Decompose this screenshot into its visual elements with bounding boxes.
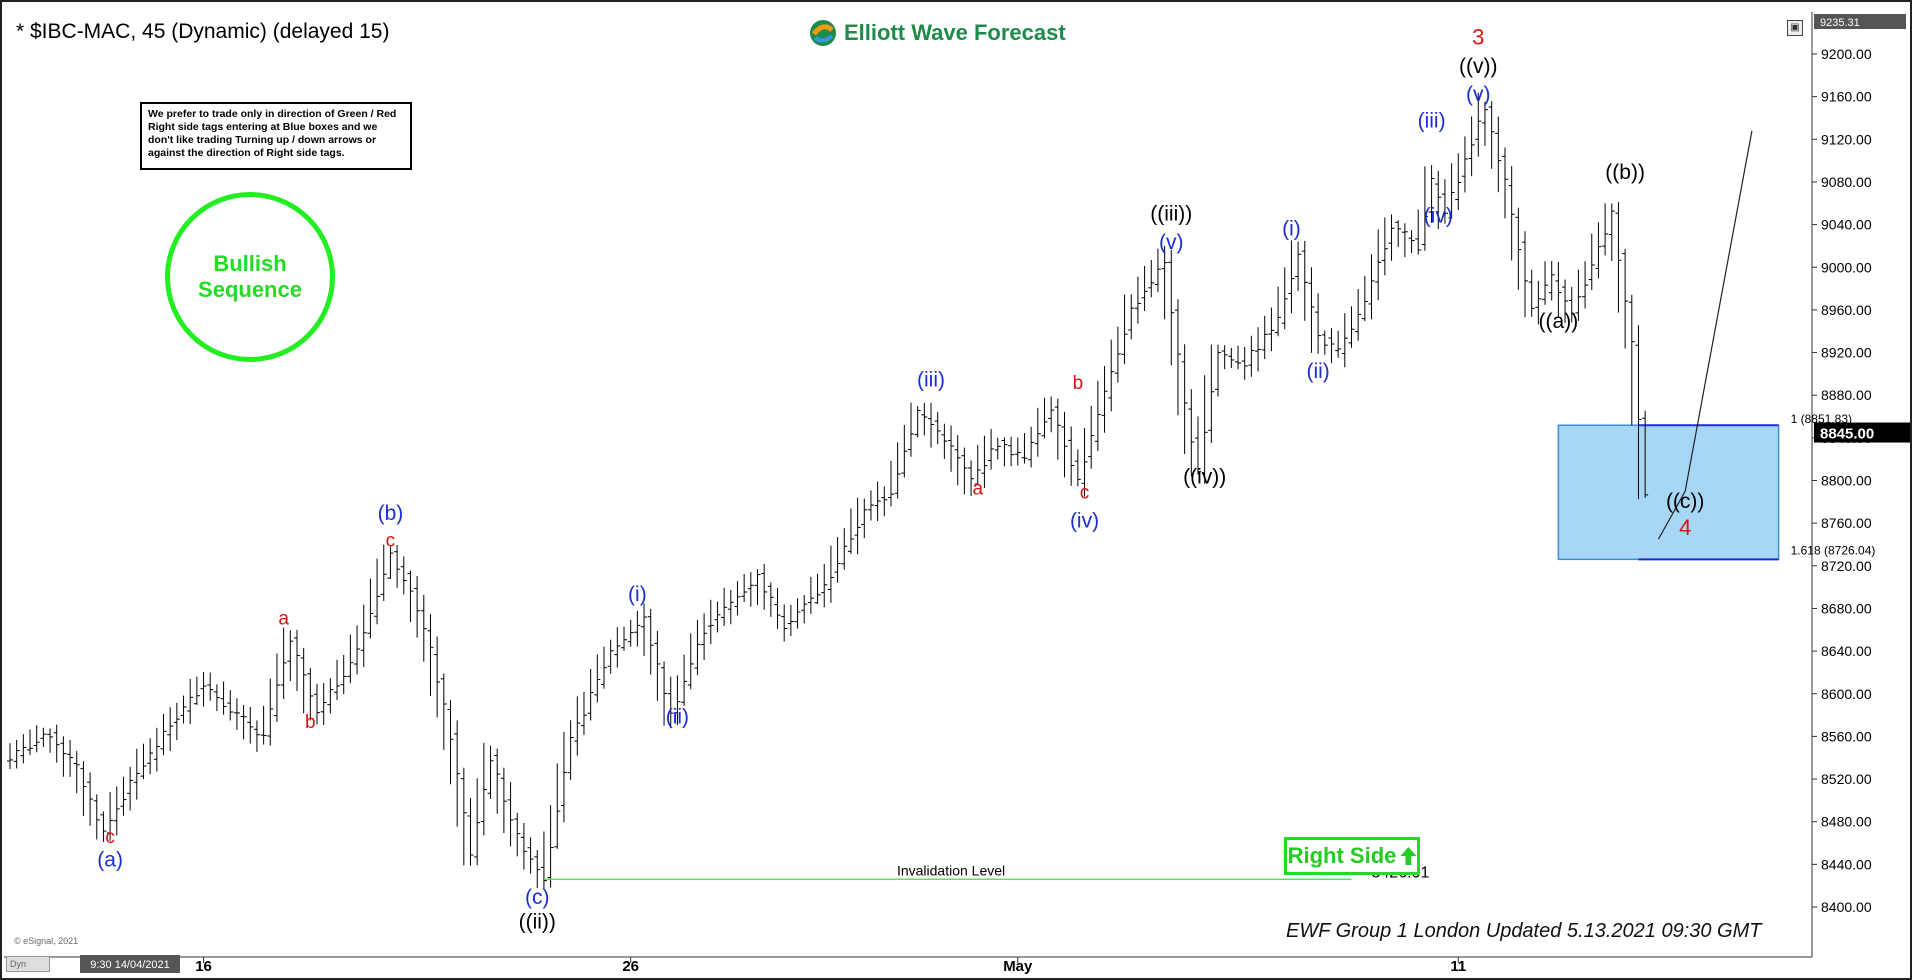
y-tick-label: 8920.00 <box>1821 345 1872 361</box>
price-axis: 8400.00 8440.00 8480.00 8520.00 8560.00 8600.… <box>1812 14 1910 915</box>
ewf-logo-icon <box>810 20 836 46</box>
wave-label: c <box>1080 483 1090 504</box>
blue-box-zone: 1 (8851.83)1.618 (8726.04) <box>1557 412 1876 561</box>
esignal-copyright: © eSignal, 2021 <box>14 936 79 946</box>
wave-label: (ii) <box>1306 360 1329 383</box>
x-tick-label: May <box>1003 958 1033 975</box>
x-tick-label: 11 <box>1450 958 1466 975</box>
cursor-date-label: 9:30 14/04/2021 <box>90 959 170 971</box>
bullish-sequence-badge: Bullish Sequence <box>165 192 335 362</box>
trading-note: We prefer to trade only in direction of … <box>140 102 412 170</box>
wave-label: ((a)) <box>1539 310 1579 333</box>
update-footer: EWF Group 1 London Updated 5.13.2021 09:… <box>1286 920 1762 942</box>
y-tick-label: 8560.00 <box>1821 728 1872 744</box>
y-tick-label: 8800.00 <box>1821 473 1872 489</box>
wave-label: ((ii)) <box>519 910 556 933</box>
wave-label: 4 <box>1679 515 1691 540</box>
wave-label: (iii) <box>917 369 945 392</box>
wave-label: (i) <box>1282 217 1301 240</box>
right-side-label: Right Side <box>1287 843 1397 868</box>
y-tick-label: 9120.00 <box>1821 131 1872 147</box>
fib-bottom-label: 1.618 (8726.04) <box>1791 543 1876 557</box>
y-tick-label: 8520.00 <box>1821 771 1872 787</box>
x-tick-label: 16 <box>195 958 212 975</box>
y-tick-label: 9200.00 <box>1821 46 1872 62</box>
chart-title: * $IBC-MAC, 45 (Dynamic) (delayed 15) <box>16 20 390 43</box>
y-tick-label: 8680.00 <box>1821 600 1872 616</box>
window-toggle-button[interactable]: ▣ <box>1787 20 1803 36</box>
ewf-logo: Elliott Wave Forecast <box>808 16 1066 50</box>
y-tick-label: 8440.00 <box>1821 856 1872 872</box>
projection-path <box>1657 130 1753 540</box>
ohlc-bars <box>7 92 1649 890</box>
wave-labels: c(a)ab(b)c(c)((ii))(i)(ii)(iii)abc(iv)((… <box>97 24 1704 933</box>
current-price-box <box>1814 422 1910 443</box>
wave-label: a <box>278 608 289 629</box>
wave-label: (v) <box>1159 231 1184 254</box>
wave-label: (i) <box>628 583 647 606</box>
y-tick-label: 8400.00 <box>1821 899 1872 915</box>
y-tick-label: 8640.00 <box>1821 643 1872 659</box>
badge-line-2: Sequence <box>198 277 302 302</box>
y-tick-label: 8480.00 <box>1821 814 1872 830</box>
y-tick-label: 8960.00 <box>1821 302 1872 318</box>
y-tick-label: 8880.00 <box>1821 387 1872 403</box>
wave-label: (ii) <box>666 706 689 729</box>
y-tick-label: 9080.00 <box>1821 174 1872 190</box>
wave-label: c <box>386 531 396 552</box>
wave-label: (c) <box>525 886 550 909</box>
logo-text: Elliott Wave Forecast <box>844 20 1066 45</box>
wave-label: b <box>1073 373 1084 394</box>
wave-label: ((c)) <box>1666 490 1704 513</box>
wave-label: (a) <box>97 848 123 871</box>
wave-label: a <box>972 478 983 499</box>
wave-label: (iv) <box>1070 509 1099 532</box>
wave-label: c <box>105 827 115 848</box>
wave-label: ((iii)) <box>1150 202 1192 225</box>
wave-label: (v) <box>1466 83 1491 106</box>
y-tick-label: 8720.00 <box>1821 558 1872 574</box>
badge-line-1: Bullish <box>213 251 287 276</box>
wave-label: (b) <box>378 502 404 525</box>
right-side-tag: Right Side <box>1284 837 1420 875</box>
chart-frame: 16 26 May 11 9:30 14/04/2021 <box>4 12 1813 975</box>
cursor-date-box <box>80 955 180 973</box>
wave-label: b <box>305 712 316 733</box>
wave-label: (iii) <box>1418 110 1446 133</box>
y-tick-label: 8760.00 <box>1821 515 1872 531</box>
current-price-label: 8845.00 <box>1820 426 1874 443</box>
invalidation-label: Invalidation Level <box>897 862 1005 878</box>
arrow-up-icon <box>1400 847 1417 865</box>
y-tick-label: 9000.00 <box>1821 259 1872 275</box>
wave-label: ((b)) <box>1605 161 1645 184</box>
x-tick-label: 26 <box>622 958 639 975</box>
wave-label: 3 <box>1472 24 1484 49</box>
dyn-button[interactable]: Dyn <box>6 956 50 972</box>
wave-label: ((iv)) <box>1183 466 1226 489</box>
y-tick-label: 9160.00 <box>1821 89 1872 105</box>
wave-label: ((v)) <box>1459 55 1497 78</box>
y-tick-label: 9040.00 <box>1821 217 1872 233</box>
y-tick-label: 8600.00 <box>1821 686 1872 702</box>
blue-box <box>1557 424 1780 561</box>
top-price-box <box>1814 14 1906 29</box>
top-price-label: 9235.31 <box>1820 17 1860 29</box>
wave-label: (iv) <box>1424 204 1453 227</box>
